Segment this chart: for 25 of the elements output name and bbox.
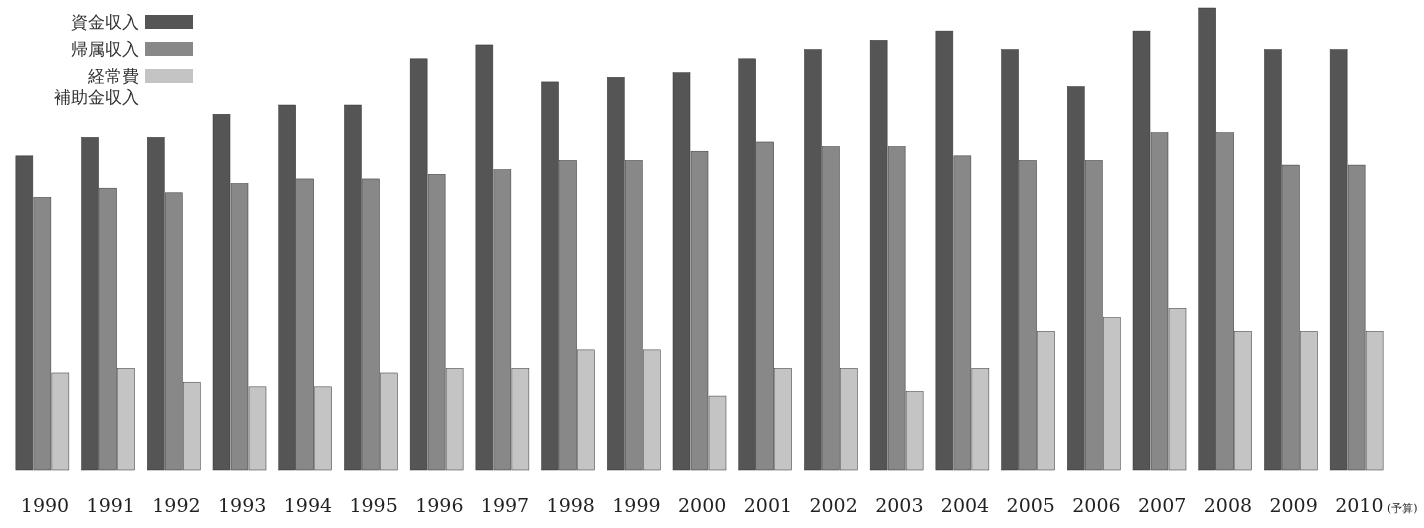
legend-label: 資金収入 xyxy=(71,12,139,32)
x-tick-label: 2003 xyxy=(875,494,924,516)
x-tick-label: 2001 xyxy=(743,494,793,516)
x-tick-label: 1994 xyxy=(283,494,333,516)
x-tick-label: 1993 xyxy=(218,494,267,516)
x-tick-label: 2007 xyxy=(1138,494,1187,516)
annotation: 補助金収入 xyxy=(54,87,139,107)
x-tick-label: 1999 xyxy=(612,494,661,516)
x-tick-label: 2006 xyxy=(1072,494,1121,516)
legend-label: 経常費 xyxy=(87,66,139,86)
x-tick-label: 1996 xyxy=(415,494,464,516)
x-tick-label: 2005 xyxy=(1006,494,1055,516)
x-tick-label: 1992 xyxy=(152,494,201,516)
legend-label: 帰属収入 xyxy=(71,39,139,59)
x-tick-label: 2004 xyxy=(940,494,990,516)
x-tick-label: 2000 xyxy=(678,494,727,516)
x-tick-label: 1991 xyxy=(86,494,135,516)
x-tick-label: 1990 xyxy=(20,494,70,516)
x-tick-label: 1995 xyxy=(349,494,398,516)
x-tick-label: 1997 xyxy=(480,494,530,516)
x-tick-label: 2010 (予算) xyxy=(1335,494,1418,516)
x-tick-label: 2008 xyxy=(1203,494,1253,516)
x-tick-label: 2009 xyxy=(1269,494,1318,516)
x-tick-label: 1998 xyxy=(546,494,595,516)
x-tick-label: 2002 xyxy=(809,494,858,516)
